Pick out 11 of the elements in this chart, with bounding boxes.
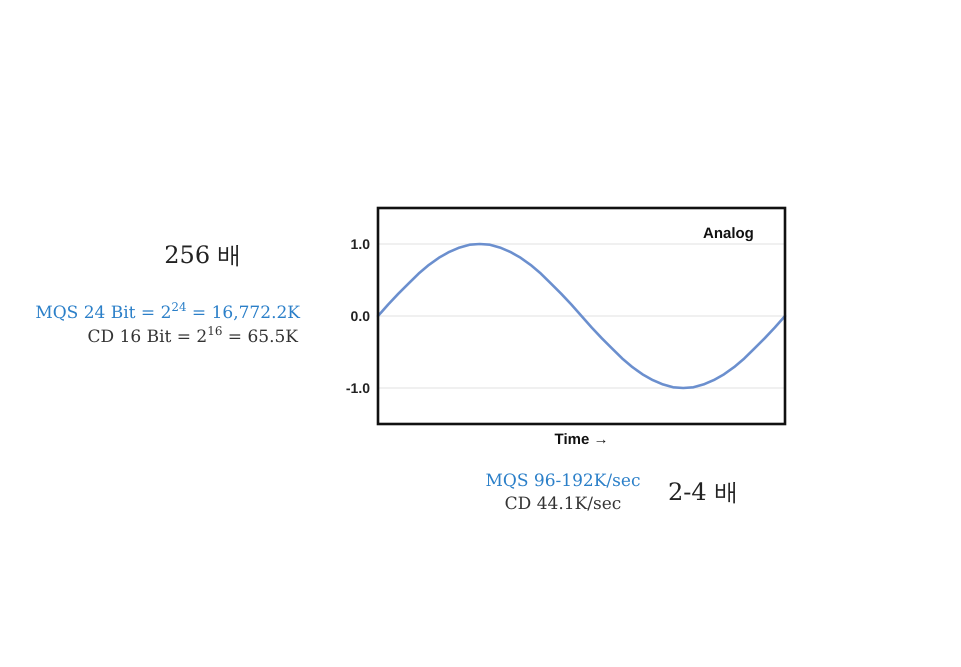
text: MQS 96-192K/sec bbox=[486, 471, 640, 491]
text: CD 44.1K/sec bbox=[504, 494, 622, 514]
text: 2-4 배 bbox=[668, 478, 738, 506]
text: CD 16 Bit = 2$^{16}$ = 65.5K bbox=[88, 324, 298, 347]
text: 256 배 bbox=[164, 241, 242, 269]
text: MQS 24 Bit = 2$^{24}$ = 16,772.2K bbox=[35, 300, 300, 323]
annotation: Analog bbox=[703, 225, 754, 242]
y-tick-label: -1.0 bbox=[346, 380, 370, 396]
y-tick-label: 0.0 bbox=[350, 308, 370, 324]
y-tick-label: 1.0 bbox=[350, 236, 370, 252]
x-axis-title: Time → bbox=[554, 431, 608, 448]
